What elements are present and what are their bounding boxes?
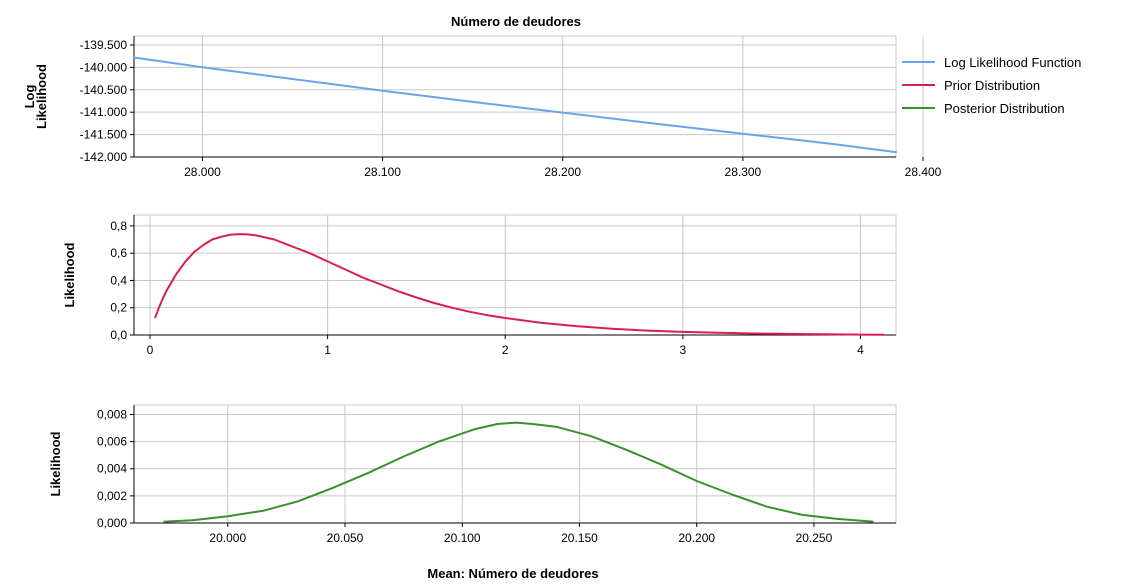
- x-tick-label: 1: [324, 343, 331, 357]
- legend: Log Likelihood Function Prior Distributio…: [902, 55, 1081, 116]
- series-line-log-likelihood-function: [133, 56, 897, 154]
- y-tick-label: 0,2: [110, 301, 127, 315]
- figure-title: Número de deudores: [451, 14, 581, 29]
- y-tick-label: 0,000: [97, 516, 127, 530]
- y-tick-label: -141.500: [80, 128, 128, 142]
- y-tick-label: 0,006: [97, 435, 127, 449]
- y-tick-label: 0,8: [110, 219, 127, 233]
- x-tick-label: 20.100: [444, 531, 481, 545]
- x-tick-label: 28.100: [364, 165, 401, 179]
- y-tick-label: -141.000: [80, 105, 128, 119]
- x-tick-label: 0: [147, 343, 154, 357]
- y-tick-label: -140.500: [80, 83, 128, 97]
- y-tick-label: 0,0: [110, 328, 127, 342]
- plot-frame: [133, 214, 897, 336]
- chart-panel-1: -142.000 -141.500 -141.000 -140.500 -140.000…: [22, 35, 942, 179]
- legend-label: Prior Distribution: [944, 78, 1040, 93]
- x-tick-label: 20.050: [327, 531, 364, 545]
- chart-panel-3: 0,000 0,002 0,004 0,006 0,008 20.000 20.050 20.…: [48, 404, 897, 545]
- y-tick-label: 0,4: [110, 273, 127, 287]
- x-tick-label: 20.200: [678, 531, 715, 545]
- y-tick-label: 0,004: [97, 462, 127, 476]
- series-line-posterior-distribution: [163, 421, 874, 523]
- x-tick-label: 20.000: [209, 531, 246, 545]
- x-tick-label: 20.150: [561, 531, 598, 545]
- x-tick-label: 28.400: [905, 165, 942, 179]
- y-axis-label: Likelihood: [48, 431, 63, 496]
- y-tick-label: -139.500: [80, 38, 128, 52]
- chart-panel-2: 0,0 0,2 0,4 0,6 0,8 0 1 2 3 4 Likelihood: [62, 214, 897, 357]
- x-tick-label: 20.250: [796, 531, 833, 545]
- y-tick-label: 0,002: [97, 489, 127, 503]
- y-axis-label: Likelihood: [34, 64, 49, 129]
- y-tick-label: -140.000: [80, 60, 128, 74]
- y-axis-label: Log: [22, 85, 37, 109]
- y-tick-label: -142.000: [80, 150, 128, 164]
- y-axis-label: Likelihood: [62, 242, 77, 307]
- x-tick-label: 4: [857, 343, 864, 357]
- y-tick-label: 0,6: [110, 246, 127, 260]
- x-tick-label: 28.000: [184, 165, 221, 179]
- x-tick-label: 28.300: [725, 165, 762, 179]
- x-axis-label: Mean: Número de deudores: [427, 566, 598, 581]
- series-line-prior-distribution: [154, 233, 885, 336]
- y-tick-label: 0,008: [97, 407, 127, 421]
- legend-label: Log Likelihood Function: [944, 55, 1081, 70]
- x-tick-label: 3: [680, 343, 687, 357]
- x-tick-label: 28.200: [544, 165, 581, 179]
- chart-panels: -142.000 -141.500 -141.000 -140.500 -140.000…: [22, 35, 942, 545]
- x-tick-label: 2: [502, 343, 509, 357]
- legend-label: Posterior Distribution: [944, 101, 1065, 116]
